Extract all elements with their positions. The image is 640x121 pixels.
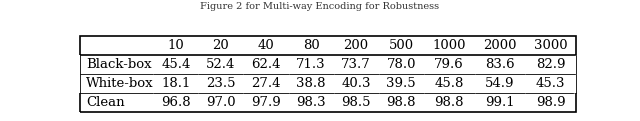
Text: Figure 2 for Multi-way Encoding for Robustness: Figure 2 for Multi-way Encoding for Robu… — [200, 2, 440, 11]
